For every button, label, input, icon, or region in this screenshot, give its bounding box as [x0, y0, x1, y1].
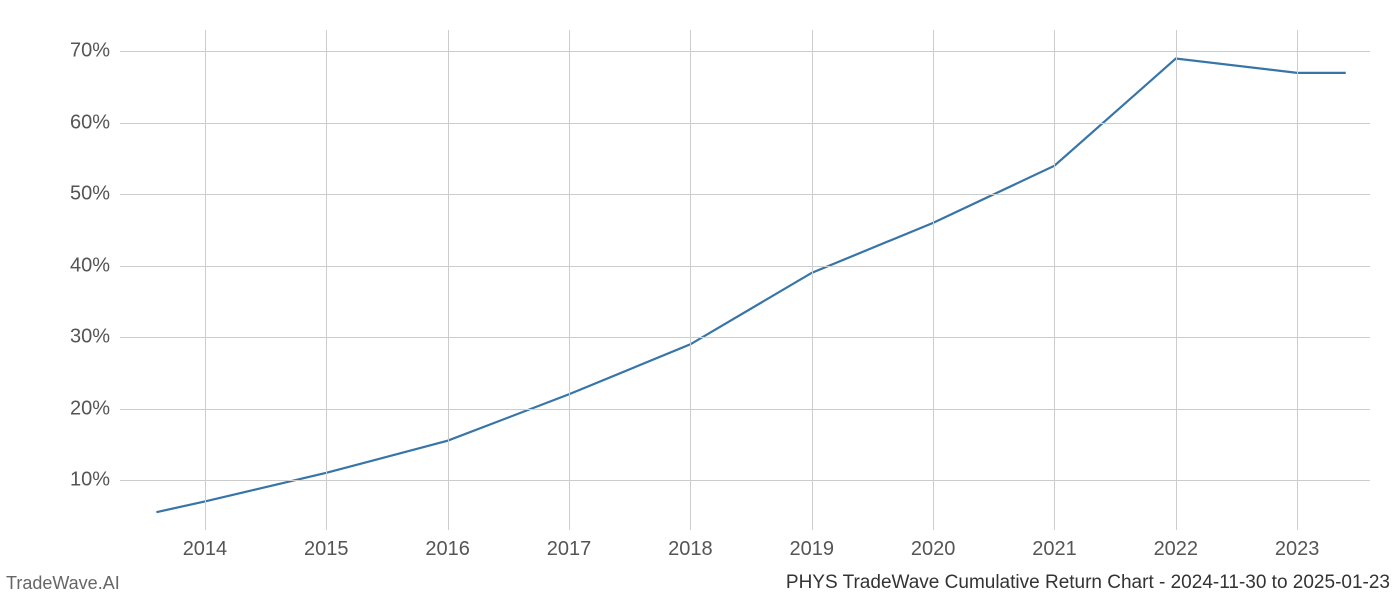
footer-brand: TradeWave.AI	[6, 573, 120, 594]
gridline-horizontal	[120, 480, 1370, 481]
gridline-horizontal	[120, 51, 1370, 52]
gridline-vertical	[205, 30, 206, 530]
y-tick-label: 20%	[60, 397, 110, 420]
chart-caption: PHYS TradeWave Cumulative Return Chart -…	[786, 572, 1390, 594]
x-tick-label: 2017	[547, 538, 592, 561]
gridline-vertical	[1297, 30, 1298, 530]
gridline-horizontal	[120, 266, 1370, 267]
gridline-vertical	[1176, 30, 1177, 530]
chart-container: TradeWave.AI PHYS TradeWave Cumulative R…	[0, 0, 1400, 600]
x-tick-label: 2019	[789, 538, 834, 561]
y-tick-label: 70%	[60, 40, 110, 63]
gridline-horizontal	[120, 337, 1370, 338]
gridline-vertical	[448, 30, 449, 530]
gridline-vertical	[690, 30, 691, 530]
gridline-horizontal	[120, 123, 1370, 124]
x-tick-label: 2023	[1275, 538, 1320, 561]
gridline-vertical	[933, 30, 934, 530]
y-tick-label: 10%	[60, 469, 110, 492]
y-tick-label: 40%	[60, 254, 110, 277]
plot-area	[120, 30, 1370, 530]
x-tick-label: 2018	[668, 538, 713, 561]
gridline-horizontal	[120, 194, 1370, 195]
x-tick-label: 2015	[304, 538, 349, 561]
gridline-vertical	[326, 30, 327, 530]
x-tick-label: 2022	[1154, 538, 1199, 561]
gridline-vertical	[569, 30, 570, 530]
x-tick-label: 2021	[1032, 538, 1077, 561]
line-chart-svg	[120, 30, 1370, 530]
x-tick-label: 2016	[425, 538, 470, 561]
gridline-vertical	[1054, 30, 1055, 530]
x-tick-label: 2014	[183, 538, 228, 561]
y-tick-label: 30%	[60, 326, 110, 349]
y-tick-label: 60%	[60, 111, 110, 134]
gridline-horizontal	[120, 409, 1370, 410]
y-tick-label: 50%	[60, 183, 110, 206]
gridline-vertical	[812, 30, 813, 530]
return-line	[156, 59, 1345, 513]
x-tick-label: 2020	[911, 538, 956, 561]
